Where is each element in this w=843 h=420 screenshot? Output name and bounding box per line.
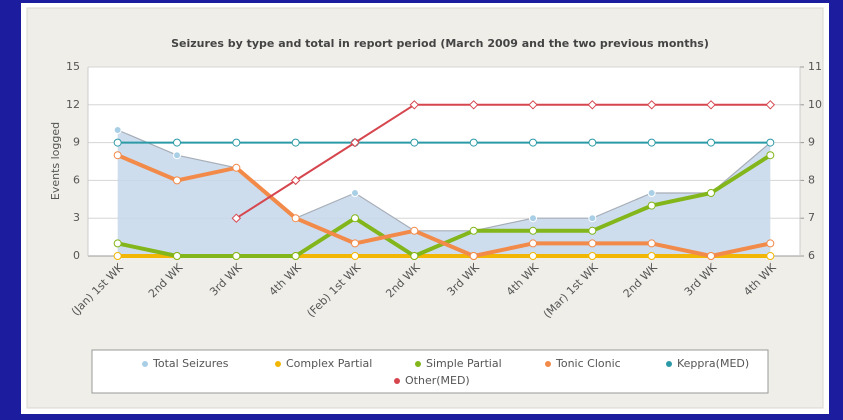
point <box>766 252 775 260</box>
y-tick-label: 15 <box>66 60 80 73</box>
line <box>116 153 771 258</box>
point <box>232 252 241 260</box>
legend-marker[interactable] <box>666 361 672 367</box>
point <box>173 252 181 260</box>
point <box>529 138 537 147</box>
point <box>351 252 359 260</box>
point <box>410 226 419 235</box>
point <box>351 189 359 197</box>
legend-marker[interactable] <box>142 361 148 367</box>
point <box>232 163 241 172</box>
legend-label[interactable]: Other(MED) <box>405 374 470 387</box>
y-tick-label: 0 <box>73 249 80 262</box>
point <box>469 226 478 235</box>
legend-marker[interactable] <box>275 361 281 367</box>
y-tick-label: 3 <box>73 211 80 224</box>
point <box>290 175 301 186</box>
point <box>529 239 537 248</box>
point <box>351 239 359 248</box>
point <box>173 176 181 185</box>
y2-tick-label: 6 <box>808 249 815 262</box>
point <box>706 100 716 110</box>
legend-marker[interactable] <box>545 361 551 367</box>
point <box>113 239 122 248</box>
point <box>351 214 359 223</box>
chart-title: Seizures by type and total in report per… <box>171 37 709 50</box>
y-tick-label: 9 <box>73 136 80 149</box>
legend-label[interactable]: Total Seizures <box>152 357 229 370</box>
point <box>588 226 597 235</box>
y2-tick-label: 10 <box>808 98 822 111</box>
point <box>588 252 597 260</box>
point <box>113 126 122 134</box>
point <box>468 100 479 110</box>
point <box>529 252 537 260</box>
y2-tick-label: 7 <box>808 211 815 224</box>
point <box>113 138 122 147</box>
point <box>469 138 478 147</box>
point <box>410 252 419 260</box>
point <box>707 252 715 260</box>
point <box>113 252 122 260</box>
point <box>588 214 597 223</box>
point <box>766 239 775 248</box>
point <box>707 189 715 197</box>
point <box>529 214 537 223</box>
point <box>647 239 656 248</box>
point <box>469 252 478 260</box>
area-line <box>117 129 771 232</box>
y2-tick-label: 9 <box>808 136 815 149</box>
point <box>647 252 656 260</box>
legend-marker[interactable] <box>415 361 421 367</box>
point <box>231 213 242 223</box>
point <box>409 100 420 110</box>
point <box>647 201 656 210</box>
point <box>291 252 300 260</box>
point <box>350 137 360 148</box>
point <box>173 138 181 147</box>
y-axis-title: Events logged <box>49 122 62 200</box>
y2-tick-label: 8 <box>808 173 815 186</box>
point <box>646 100 657 110</box>
legend-label[interactable]: Tonic Clonic <box>555 357 621 370</box>
legend-box <box>91 349 769 394</box>
y-tick-label: 12 <box>66 98 80 111</box>
point <box>587 100 598 110</box>
point <box>707 138 715 147</box>
point <box>528 100 538 110</box>
point <box>647 189 656 197</box>
line <box>235 103 771 220</box>
point <box>765 100 776 110</box>
point <box>529 226 537 235</box>
legend-label[interactable]: Keppra(MED) <box>677 357 749 370</box>
point <box>113 151 122 160</box>
point <box>291 138 300 147</box>
legend-marker[interactable] <box>394 378 400 384</box>
y-tick-label: 6 <box>73 173 80 186</box>
point <box>291 214 300 223</box>
point <box>647 138 656 147</box>
legend-label[interactable]: Complex Partial <box>286 357 372 370</box>
point <box>766 151 775 160</box>
point <box>173 151 181 160</box>
point <box>588 239 597 248</box>
point <box>232 138 241 147</box>
y2-tick-label: 11 <box>808 60 822 73</box>
legend-label[interactable]: Simple Partial <box>426 357 502 370</box>
point <box>410 138 419 147</box>
point <box>766 138 775 147</box>
point <box>588 138 597 147</box>
